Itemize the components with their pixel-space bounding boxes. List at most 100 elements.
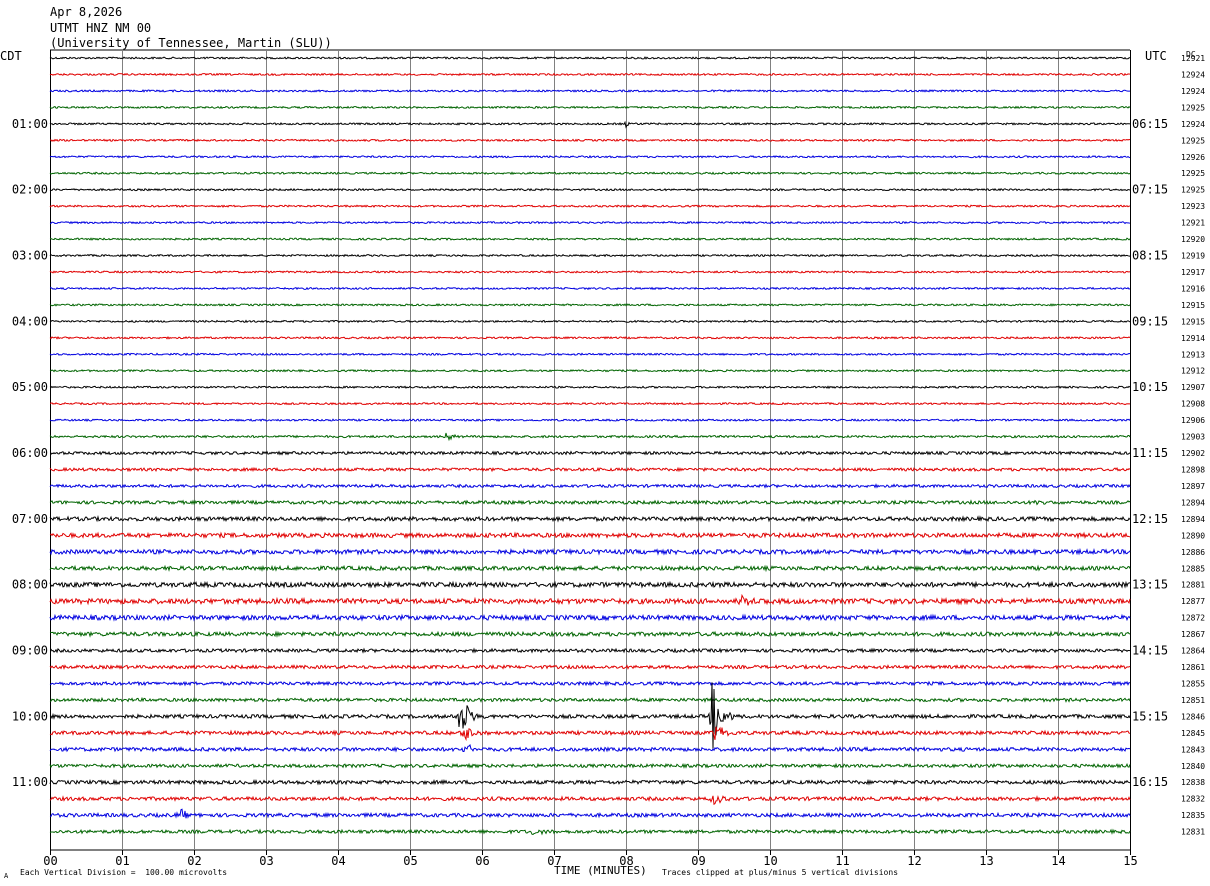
dc-offset-label: 12907 <box>1181 383 1205 392</box>
seismogram-trace <box>49 56 1131 60</box>
utc-time-label: 06:15 <box>1132 117 1168 131</box>
dc-offset-label: 12832 <box>1181 795 1205 804</box>
seismogram-trace <box>49 514 1131 523</box>
seismogram-trace <box>49 682 1131 749</box>
seismogram-trace <box>49 593 1131 606</box>
dc-offset-label: 12919 <box>1181 252 1205 261</box>
dc-offset-label: 12838 <box>1181 778 1205 787</box>
dc-offset-label: 12898 <box>1181 466 1205 475</box>
dc-offset-label: 12914 <box>1181 334 1205 343</box>
plot-grid <box>50 49 1131 855</box>
utc-time-label: 15:15 <box>1132 709 1168 723</box>
corner-mark: A <box>4 872 9 880</box>
seismogram-trace <box>49 483 1131 489</box>
seismogram-trace <box>49 237 1131 241</box>
dc-offset-label: 12890 <box>1181 531 1205 540</box>
x-tick-label: 02 <box>187 854 201 868</box>
seismogram-trace <box>49 220 1131 225</box>
cdt-time-label: 09:00 <box>12 644 48 658</box>
cdt-time-label: 03:00 <box>12 249 48 263</box>
x-tick-label: 04 <box>331 854 345 868</box>
seismogram-trace <box>49 319 1131 324</box>
seismogram-trace <box>49 154 1131 159</box>
utc-time-label: 10:15 <box>1132 380 1168 394</box>
utc-axis-label: UTC <box>1145 49 1167 63</box>
utc-time-label: 07:15 <box>1132 183 1168 197</box>
dc-offset-label: 12867 <box>1181 630 1205 639</box>
seismogram-trace <box>49 778 1131 786</box>
cdt-axis-label: CDT <box>0 49 22 63</box>
seismogram-trace <box>49 499 1131 506</box>
x-tick-label: 13 <box>979 854 993 868</box>
dc-offset-label: 12925 <box>1181 136 1205 145</box>
seismogram-trace <box>49 744 1131 753</box>
seismogram-trace <box>49 204 1131 209</box>
x-axis-title: TIME (MINUTES) <box>554 864 647 877</box>
header-date: Apr 8,2026 <box>50 5 123 19</box>
seismogram-trace <box>49 450 1131 456</box>
seismogram-trace <box>49 72 1131 77</box>
dc-offset-label: 12831 <box>1181 828 1205 837</box>
utc-time-label: 12:15 <box>1132 512 1168 526</box>
seismogram-trace <box>49 352 1131 357</box>
dc-offset-label: 12921 <box>1181 219 1205 228</box>
trace-group <box>49 56 1131 836</box>
cdt-time-label: 05:00 <box>12 380 48 394</box>
x-tick-label: 05 <box>403 854 417 868</box>
dc-offset-label: 12908 <box>1181 400 1205 409</box>
cdt-time-label: 07:00 <box>12 512 48 526</box>
seismogram-trace <box>49 432 1131 442</box>
dc-offset-label: 12845 <box>1181 729 1205 738</box>
seismogram-trace <box>49 466 1131 473</box>
dc-offset-label: 12925 <box>1181 103 1205 112</box>
cdt-time-label: 06:00 <box>12 446 48 460</box>
seismogram-trace <box>49 547 1131 556</box>
dc-offset-label: 12861 <box>1181 663 1205 672</box>
dc-offset-label: 12886 <box>1181 548 1205 557</box>
cdt-time-label: 08:00 <box>12 578 48 592</box>
utc-time-label: 11:15 <box>1132 446 1168 460</box>
dc-offset-label: 12917 <box>1181 268 1205 277</box>
dc-offset-label: 12925 <box>1181 186 1205 195</box>
dc-offset-label: 12894 <box>1181 515 1205 524</box>
dc-offset-label: 12872 <box>1181 614 1205 623</box>
dc-offset-label: 12912 <box>1181 367 1205 376</box>
cdt-time-label: 01:00 <box>12 117 48 131</box>
seismogram-trace <box>49 808 1131 819</box>
dc-header-label: DC <box>1186 50 1196 59</box>
seismogram-trace <box>49 696 1131 703</box>
dc-offset-label: 12894 <box>1181 498 1205 507</box>
x-tick-label: 01 <box>115 854 129 868</box>
seismogram-trace <box>49 120 1131 129</box>
dc-offset-label: 12925 <box>1181 169 1205 178</box>
seismogram-trace <box>49 762 1131 769</box>
cdt-time-label: 04:00 <box>12 314 48 328</box>
dc-offset-label: 12846 <box>1181 712 1205 721</box>
x-tick-label: 07 <box>547 854 561 868</box>
x-tick-label: 14 <box>1051 854 1065 868</box>
dc-offset-label: 12924 <box>1181 70 1205 79</box>
dc-offset-label: 12851 <box>1181 696 1205 705</box>
seismogram-trace <box>49 680 1131 687</box>
seismogram-trace <box>49 580 1131 589</box>
scale-note: Each Vertical Division = 100.00 microvol… <box>20 868 228 877</box>
utc-time-label: 16:15 <box>1132 775 1168 789</box>
dc-offset-label: 12921 <box>1181 54 1205 63</box>
dc-offset-label: 12855 <box>1181 679 1205 688</box>
seismogram-trace <box>49 89 1131 93</box>
dc-offset-label: 12915 <box>1181 317 1205 326</box>
seismogram-trace <box>49 335 1131 340</box>
seismogram-trace <box>49 794 1131 806</box>
x-tick-label: 10 <box>763 854 777 868</box>
x-tick-label: 09 <box>691 854 705 868</box>
seismogram-trace <box>49 418 1131 423</box>
dc-offset-label: 12840 <box>1181 762 1205 771</box>
dc-offset-label: 12835 <box>1181 811 1205 820</box>
x-tick-label: 00 <box>43 854 57 868</box>
seismogram-trace <box>49 531 1131 540</box>
cdt-time-label: 11:00 <box>12 775 48 789</box>
seismogram-trace <box>49 286 1131 291</box>
cdt-time-label: 02:00 <box>12 183 48 197</box>
seismogram-trace <box>49 171 1131 176</box>
